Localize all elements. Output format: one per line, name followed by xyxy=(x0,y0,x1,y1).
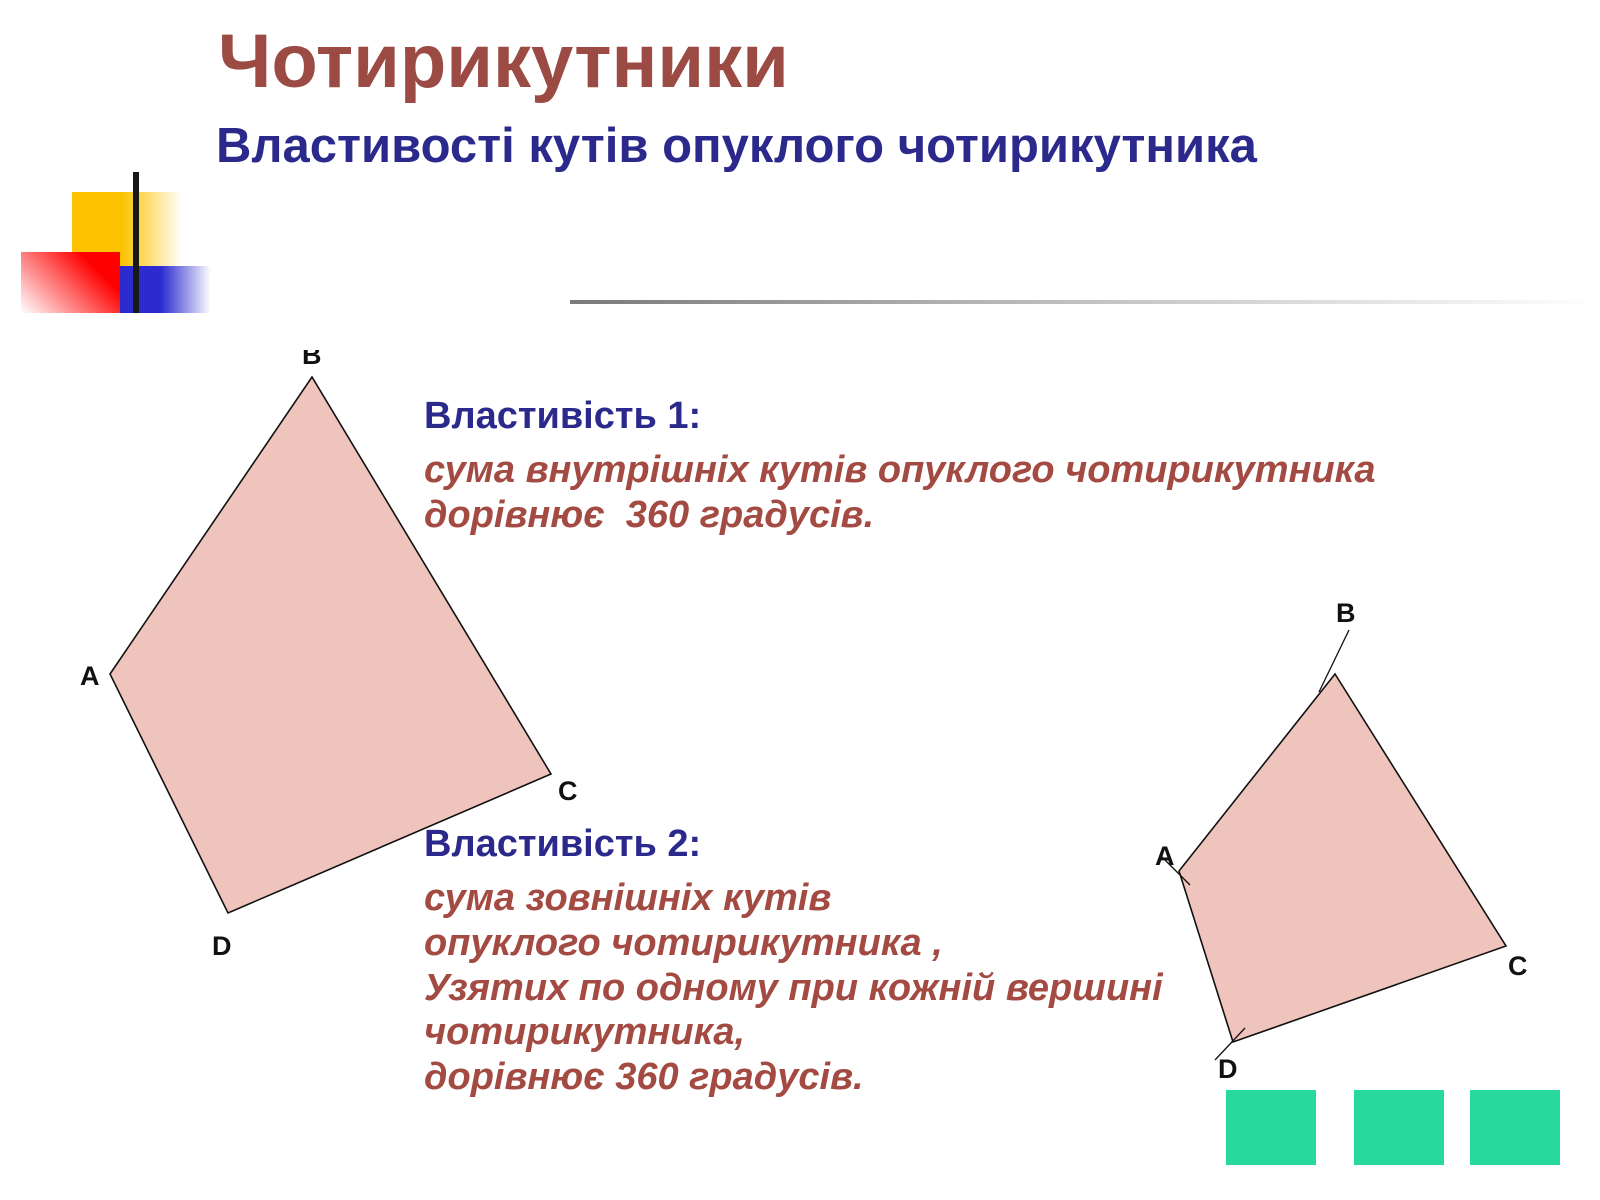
svg-text:A: A xyxy=(1155,841,1175,871)
svg-text:A: A xyxy=(80,661,100,691)
svg-text:D: D xyxy=(212,931,232,961)
svg-text:B: B xyxy=(302,350,322,370)
svg-text:C: C xyxy=(558,776,578,806)
svg-text:D: D xyxy=(1218,1054,1238,1084)
svg-text:C: C xyxy=(1508,951,1528,981)
svg-text:B: B xyxy=(1336,600,1356,628)
